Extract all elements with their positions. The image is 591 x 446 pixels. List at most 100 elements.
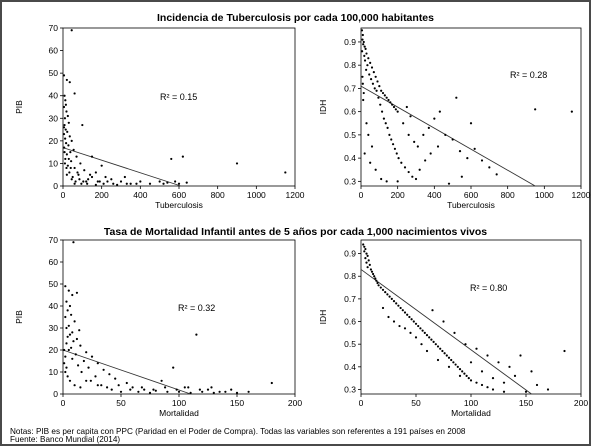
data-point <box>362 40 365 44</box>
data-point <box>96 362 99 365</box>
data-point <box>395 152 398 155</box>
data-point <box>364 247 367 251</box>
data-point <box>370 145 374 148</box>
data-point <box>362 91 365 95</box>
data-point <box>63 151 66 154</box>
data-point <box>403 327 407 330</box>
data-point <box>224 390 227 393</box>
data-point <box>452 361 455 364</box>
data-point <box>73 92 76 95</box>
y-tick-label: 0.9 <box>344 37 356 47</box>
data-point <box>71 331 74 334</box>
data-point <box>386 126 389 130</box>
x-tick-label: 1000 <box>535 190 554 200</box>
data-point <box>64 128 67 131</box>
data-point <box>467 377 470 380</box>
data-point <box>66 335 69 338</box>
data-point <box>112 182 115 185</box>
y-tick-label: 0.6 <box>344 317 356 327</box>
y-axis-label: PIB <box>14 310 24 324</box>
data-point <box>72 340 75 343</box>
plot-area <box>62 239 296 395</box>
data-point <box>68 171 71 174</box>
x-tick-label: 600 <box>464 190 478 200</box>
data-point <box>422 133 425 136</box>
data-point <box>77 173 80 176</box>
data-point <box>212 391 215 394</box>
data-point <box>425 334 429 337</box>
data-point <box>383 94 386 97</box>
data-point <box>181 155 184 158</box>
data-point <box>62 105 66 109</box>
data-point <box>464 343 467 346</box>
data-point <box>86 182 89 185</box>
y-tick-label: 60 <box>49 257 59 267</box>
data-point <box>430 338 433 341</box>
y-tick-label: 0.4 <box>344 362 356 372</box>
data-point <box>69 166 72 170</box>
data-point <box>362 43 365 46</box>
data-point <box>469 361 473 364</box>
trend-line <box>360 85 536 187</box>
x-tick-label: 200 <box>95 190 109 200</box>
data-point <box>68 81 71 84</box>
data-point <box>70 139 73 142</box>
data-point <box>382 117 386 120</box>
data-point <box>82 180 85 183</box>
data-point <box>66 130 69 133</box>
x-tick-label: 50 <box>411 398 421 408</box>
x-tick-label: 50 <box>116 398 126 408</box>
data-point <box>461 370 464 373</box>
y-tick-label: 0.6 <box>344 107 356 117</box>
scatter-panel-3: 0 50 100 150 200 0 10 20 30 40 50 60 70 Mortalidad PIB… <box>14 235 302 418</box>
data-point <box>71 357 74 360</box>
data-point <box>74 180 77 183</box>
x-tick-label: 400 <box>427 190 441 200</box>
data-point <box>486 386 489 389</box>
data-point <box>65 342 68 345</box>
data-point <box>64 157 67 161</box>
data-point <box>367 133 370 136</box>
data-point <box>385 180 388 183</box>
data-point <box>364 47 367 51</box>
y-tick-label: 10 <box>49 367 59 377</box>
data-point <box>497 361 500 364</box>
data-point <box>68 379 72 382</box>
data-point <box>363 152 366 155</box>
data-point <box>384 290 387 294</box>
trend-line <box>360 269 532 395</box>
data-point <box>94 375 97 378</box>
data-point <box>148 391 152 394</box>
data-point <box>407 133 410 136</box>
y-axis-label: IDH <box>318 100 328 115</box>
data-point <box>140 386 143 389</box>
data-point <box>434 343 437 346</box>
data-point <box>369 161 372 164</box>
data-point <box>189 391 192 394</box>
data-point <box>66 375 69 378</box>
data-point <box>406 313 409 316</box>
data-point <box>450 358 453 362</box>
data-point <box>480 383 484 387</box>
data-point <box>65 153 68 156</box>
data-point <box>427 126 430 130</box>
trend-line <box>62 147 182 187</box>
data-point <box>488 166 491 169</box>
y-tick-label: 0.5 <box>344 339 356 349</box>
data-point <box>495 173 498 176</box>
x-tick-label: 600 <box>172 190 186 200</box>
data-point <box>62 74 66 77</box>
data-point <box>63 348 66 352</box>
data-point <box>110 388 113 391</box>
data-point <box>381 288 385 291</box>
data-point <box>87 366 90 369</box>
data-point <box>69 151 72 154</box>
data-point <box>154 389 157 392</box>
data-point <box>391 103 394 106</box>
data-point <box>230 388 233 391</box>
data-point <box>110 178 113 181</box>
data-point <box>395 302 398 305</box>
plot-area <box>62 27 296 187</box>
data-point <box>399 306 402 310</box>
